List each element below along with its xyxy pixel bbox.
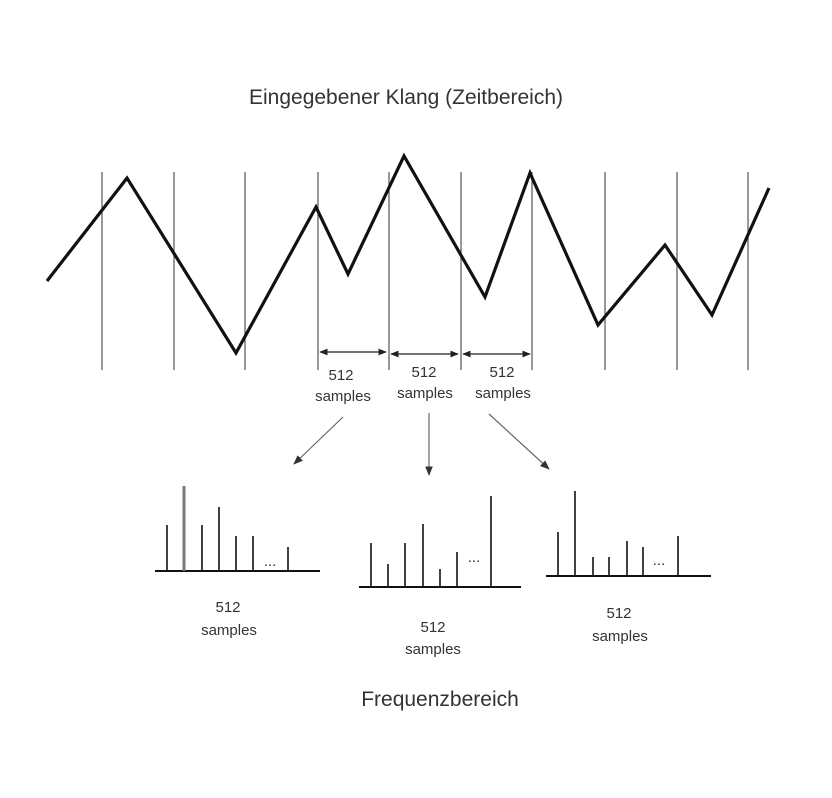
- spectrum-1-number: 512: [215, 599, 240, 616]
- fft-arrow-3: [488, 413, 550, 470]
- spectrum-1-unit: samples: [201, 622, 257, 639]
- frame-1-unit: samples: [315, 388, 371, 405]
- time-domain-title: Eingegebener Klang (Zeitbereich): [249, 86, 563, 109]
- spectrum-3-ellipsis: ...: [653, 552, 666, 569]
- spectrum-2-ellipsis: ...: [468, 549, 481, 566]
- input-waveform: [45, 152, 771, 357]
- spectrum-1-ellipsis: ...: [264, 553, 277, 570]
- frequency-domain-title: Frequenzbereich: [361, 688, 519, 711]
- frame-1-number: 512: [328, 367, 353, 384]
- spectrum-2-number: 512: [420, 619, 445, 636]
- spectrum-2: [359, 496, 521, 588]
- spectrum-3-number: 512: [606, 605, 631, 622]
- spectrum-3-unit: samples: [592, 628, 648, 645]
- frame-3-number: 512: [489, 364, 514, 381]
- frame-2-number: 512: [411, 364, 436, 381]
- frame-dividers: [101, 172, 749, 370]
- spectrum-1: [155, 486, 320, 572]
- spectrum-3: [546, 491, 711, 577]
- frame-2-unit: samples: [397, 385, 453, 402]
- frame-3-unit: samples: [475, 385, 531, 402]
- fft-arrow-1: [293, 416, 344, 465]
- spectrum-2-unit: samples: [405, 641, 461, 658]
